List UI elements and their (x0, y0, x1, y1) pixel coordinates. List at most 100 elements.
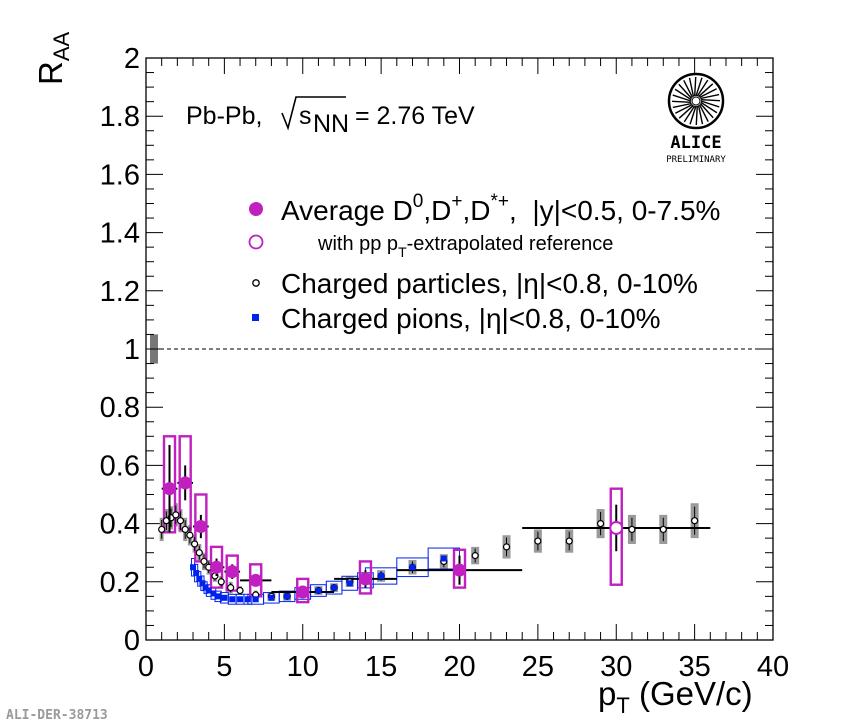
dmeson-point (358, 572, 372, 586)
logo-ring (667, 72, 725, 130)
logo-ray (672, 94, 692, 102)
logo-ray (683, 105, 696, 123)
pion-point (268, 594, 275, 601)
pion-point (205, 587, 212, 594)
x-tick-labels: 0 5 10 15 20 25 30 35 40 (138, 651, 789, 683)
x-tick-label: 20 (443, 651, 475, 683)
pion-point (284, 593, 291, 600)
logo-rays (671, 76, 721, 126)
pion-point (244, 596, 251, 603)
figure-id-footer: ALI-DER-38713 (6, 708, 108, 723)
logo-ray (695, 105, 698, 126)
charged-point (565, 537, 573, 545)
dmeson-point (225, 565, 239, 579)
dmeson-point (453, 563, 466, 577)
pion-point (346, 580, 353, 587)
pion-point (215, 593, 222, 600)
collision-annotation: Pb-Pb, s NN = 2.76 TeV (186, 96, 475, 138)
series-layer (158, 435, 711, 605)
logo-ray (698, 104, 709, 122)
dmeson-point (163, 482, 177, 496)
logo-ray (675, 103, 693, 114)
logo-ray (689, 105, 697, 125)
logo-ray (694, 76, 697, 97)
logo-ray (678, 104, 694, 119)
y-tick-label: 1.4 (100, 218, 140, 250)
legend-marker-ppref (248, 234, 264, 250)
charged-point (471, 552, 479, 560)
y-tick-label: 1.6 (100, 159, 140, 191)
x-tick-label: 10 (287, 651, 319, 683)
charged-point (172, 511, 180, 519)
dmeson-point (194, 520, 208, 534)
logo-core (691, 96, 701, 106)
charged-point (691, 517, 699, 525)
logo-ray (697, 105, 704, 125)
charged-point (200, 557, 208, 566)
y-tick-label: 2 (124, 43, 140, 75)
legend-marker-pions (252, 314, 259, 321)
sqrt-sign (281, 96, 346, 131)
x-tick-label: 5 (216, 651, 232, 683)
logo-ray (700, 100, 720, 108)
x-tick-label: 25 (522, 651, 554, 683)
legend: Average D0,D+,D*+, |y|<0.5, 0-7.5% with … (248, 191, 720, 334)
y-tick-labels: 0 0.2 0.4 0.6 0.8 1 1.2 1.4 1.6 1.8 2 (100, 43, 140, 657)
y-tick-label: 1.2 (100, 276, 140, 308)
logo-sub: PRELIMINARY (666, 155, 726, 165)
logo-ray (700, 93, 720, 100)
logo-ray (699, 88, 717, 99)
logo-ray (674, 88, 692, 101)
logo-ray (683, 80, 694, 98)
charged-point (176, 517, 185, 525)
charged-point (227, 584, 235, 592)
legend-label-pions: Charged pions, |η|<0.8, 0-10% (281, 303, 661, 334)
charged-point (236, 586, 244, 595)
logo-ray (696, 79, 709, 97)
y-tick-label: 0 (124, 625, 140, 657)
dmeson-point (249, 573, 263, 587)
x-tick-label: 0 (138, 651, 154, 683)
y-tick-label: 0.2 (100, 567, 140, 599)
pion-point (221, 594, 228, 601)
x-tick-label: 40 (757, 651, 789, 683)
charged-point (596, 519, 605, 528)
logo-ray (700, 99, 721, 102)
y-tick-label: 0.4 (100, 509, 140, 541)
pion-point (409, 564, 416, 571)
energy-label: = 2.76 TeV (348, 102, 475, 130)
logo-ray (699, 103, 714, 119)
ppref-point (609, 520, 624, 535)
dmeson-sys-box (609, 487, 623, 586)
charged-point (186, 531, 194, 539)
charged-point (534, 537, 542, 545)
logo-ray (672, 102, 692, 109)
y-axis-title: RAA (32, 31, 74, 85)
logo-ray (688, 77, 695, 97)
logo-ray (698, 83, 714, 98)
charged-point (158, 525, 166, 534)
logo-ray (700, 101, 718, 114)
x-tick-label: 15 (365, 651, 397, 683)
pion-point (210, 590, 217, 597)
y-tick-label: 0.8 (100, 392, 140, 424)
pion-point (237, 596, 244, 603)
charged-point (181, 525, 189, 534)
pion-point (440, 555, 447, 562)
y-tick-label: 1.8 (100, 101, 140, 133)
pion-point (315, 587, 322, 594)
charged-point (628, 525, 636, 534)
system-label: Pb-Pb, (186, 102, 262, 130)
logo-ray (671, 100, 692, 103)
nn-subscript: NN (313, 110, 349, 138)
pion-point (190, 564, 197, 571)
logo-ray (678, 83, 693, 99)
logo-name: ALICE (670, 133, 721, 153)
legend-label-ppref: with pp pT-extrapolated reference (317, 233, 613, 260)
dmeson-point (178, 476, 192, 490)
pion-point (202, 584, 209, 591)
charged-point (190, 540, 199, 548)
y-tick-label: 0.6 (100, 450, 140, 482)
charged-point (217, 578, 225, 586)
charged-point (502, 543, 511, 551)
